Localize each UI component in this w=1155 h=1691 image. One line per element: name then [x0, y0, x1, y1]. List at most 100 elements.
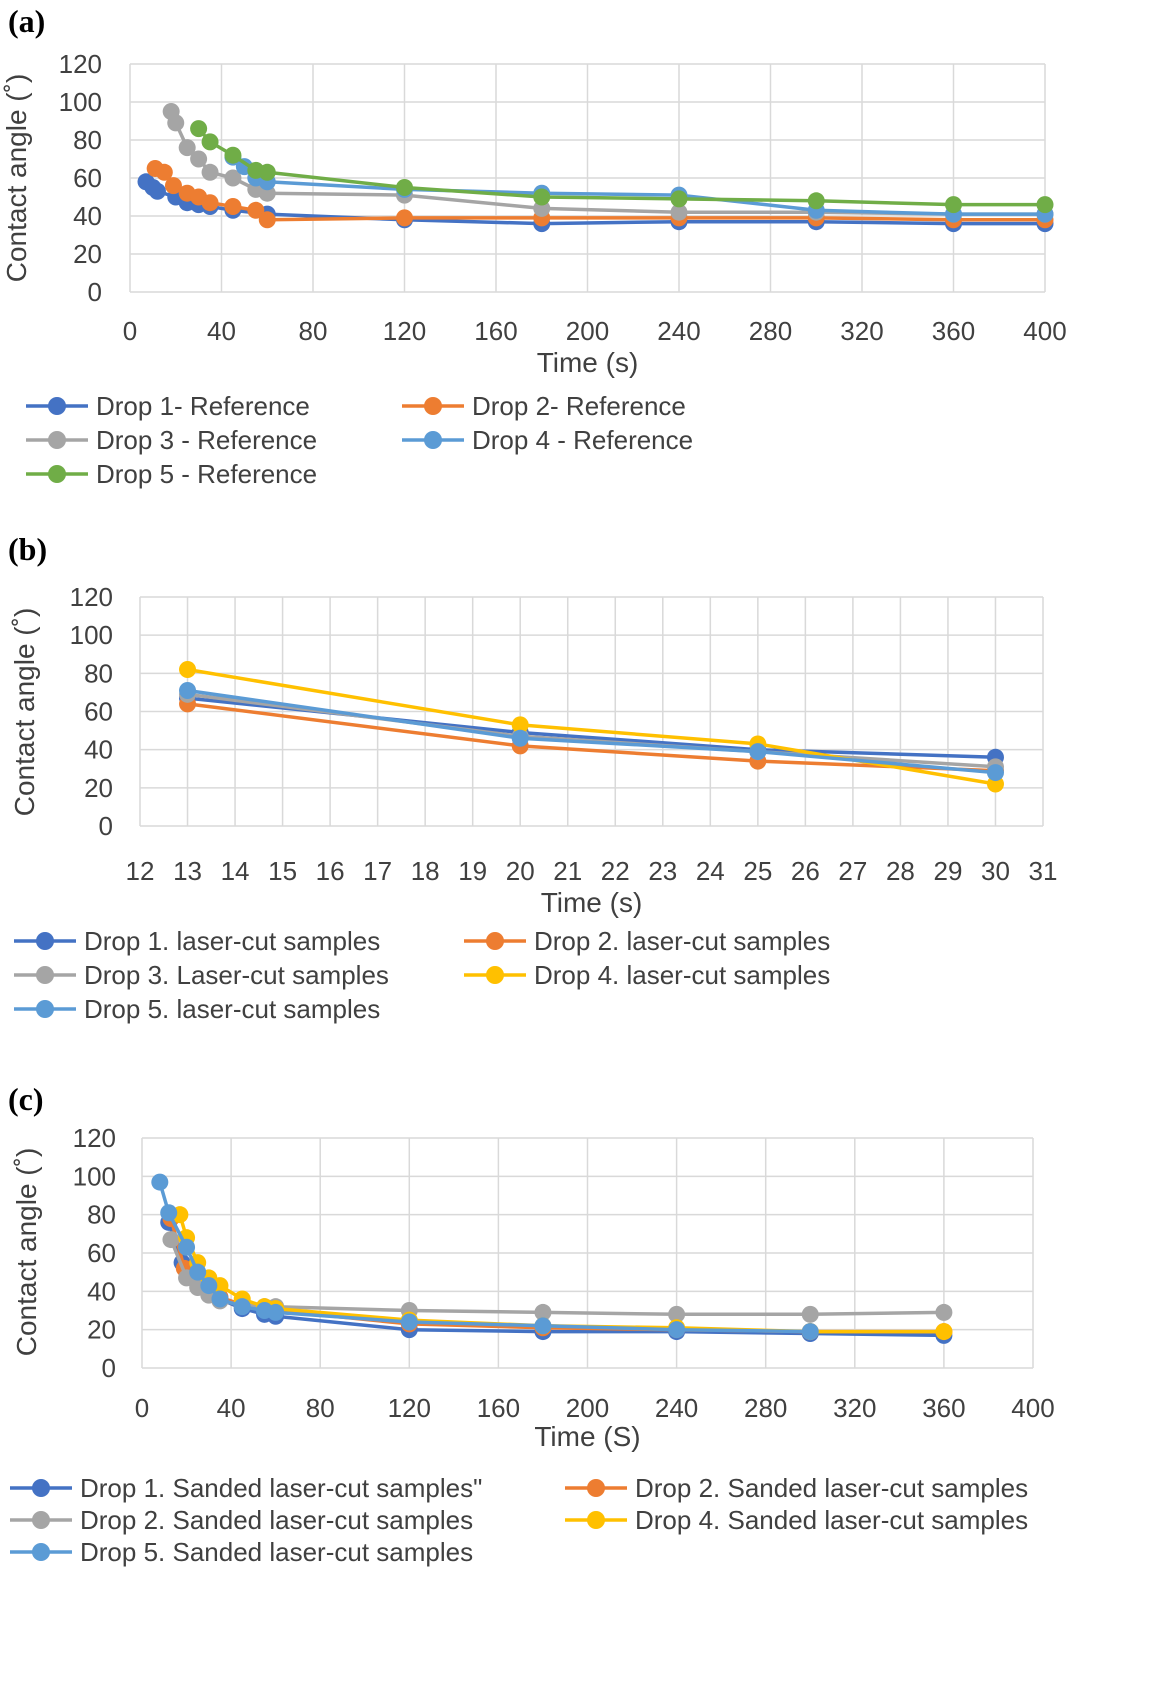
data-point [190, 120, 208, 138]
data-point [267, 1303, 285, 1321]
series-line [187, 667, 996, 786]
panel-label: (a) [8, 3, 45, 39]
series-line [187, 688, 996, 775]
legend-label: Drop 4. laser-cut samples [534, 960, 830, 990]
series-5 [151, 1173, 819, 1341]
data-point [801, 1305, 819, 1323]
data-point [986, 764, 1004, 782]
legend-label: Drop 3. Laser-cut samples [84, 960, 389, 990]
data-point [201, 194, 219, 212]
data-point [396, 209, 413, 227]
data-point [224, 146, 242, 164]
data-point [258, 163, 276, 181]
x-tick-label: 30 [981, 856, 1010, 886]
x-tick-label: 15 [268, 856, 297, 886]
legend-marker [48, 397, 66, 415]
legend-entry: Drop 5 - Reference [26, 459, 317, 489]
data-point [233, 1298, 251, 1316]
legend-entry: Drop 2. laser-cut samples [464, 926, 830, 956]
legend-label: Drop 2. Sanded laser-cut samples [80, 1505, 473, 1535]
panel-label: (b) [8, 531, 47, 567]
x-tick-label: 80 [299, 316, 328, 346]
legend-entry: Drop 4. Sanded laser-cut samples [565, 1505, 1028, 1535]
y-tick-label: 20 [73, 239, 102, 269]
legend-marker [587, 1511, 605, 1529]
legend-marker [587, 1479, 605, 1497]
x-tick-label: 20 [506, 856, 535, 886]
x-tick-label: 40 [217, 1393, 246, 1423]
data-point [935, 1323, 953, 1341]
x-tick-label: 120 [388, 1393, 431, 1423]
data-point [1036, 196, 1054, 214]
x-tick-label: 280 [744, 1393, 787, 1423]
legend-label: Drop 4. Sanded laser-cut samples [635, 1505, 1028, 1535]
data-point [511, 729, 529, 747]
x-tick-label: 120 [383, 316, 426, 346]
legend-marker [36, 966, 54, 984]
legend-label: Drop 1. Sanded laser-cut samples" [80, 1473, 482, 1503]
data-point [670, 190, 688, 208]
x-tick-label: 400 [1011, 1393, 1054, 1423]
data-point [258, 211, 276, 229]
data-point [668, 1321, 686, 1339]
x-tick-label: 280 [749, 316, 792, 346]
data-point [935, 1303, 953, 1321]
legend-entry: Drop 2. Sanded laser-cut samples [565, 1473, 1028, 1503]
x-tick-label: 24 [696, 856, 725, 886]
series-4 [179, 661, 1004, 793]
data-point [160, 1204, 178, 1222]
x-tick-label: 17 [363, 856, 392, 886]
y-tick-label: 40 [84, 735, 113, 765]
y-tick-label: 0 [102, 1353, 116, 1383]
data-point [200, 1277, 218, 1295]
data-point [179, 661, 197, 679]
series-line [167, 1221, 944, 1338]
data-point [211, 1290, 229, 1308]
series-4 [171, 1206, 953, 1341]
series-5 [179, 682, 1004, 782]
data-point [155, 163, 173, 181]
legend-marker [424, 431, 442, 449]
panel-b: (b) 0 20 40 60 80 100 120 12 13 14 15 16 17 18 19 20 21 22… [8, 531, 1057, 1024]
x-tick-label: 40 [207, 316, 236, 346]
legend-label: Drop 2- Reference [472, 391, 686, 421]
y-tick-label: 80 [87, 1200, 116, 1230]
legend-entry: Drop 3. Laser-cut samples [14, 960, 389, 990]
data-point [670, 203, 688, 221]
legend-label: Drop 5. laser-cut samples [84, 994, 380, 1024]
x-tick-label: 26 [791, 856, 820, 886]
y-tick-label: 80 [73, 125, 102, 155]
panel-a: (a) 0 20 40 60 80 100 120 0 40 80 120 160 200 240 280 32… [1, 3, 1067, 489]
data-point [247, 201, 265, 219]
x-tick-label: 27 [838, 856, 867, 886]
legend-entry: Drop 3 - Reference [26, 425, 317, 455]
x-tick-label: 200 [566, 316, 609, 346]
series-5 [190, 120, 1054, 214]
data-point [534, 1317, 552, 1335]
legend-marker [32, 1479, 50, 1497]
legend-label: Drop 5. Sanded laser-cut samples [80, 1537, 473, 1567]
x-tick-label: 14 [221, 856, 250, 886]
data-point [148, 182, 166, 200]
legend-entry: Drop 1. Sanded laser-cut samples" [10, 1473, 482, 1503]
data-point [201, 163, 219, 181]
x-tick-label: 18 [411, 856, 440, 886]
data-point [400, 1313, 418, 1331]
legend-marker [486, 932, 504, 950]
legend-entry: Drop 4. laser-cut samples [464, 960, 830, 990]
x-tick-label: 28 [886, 856, 915, 886]
data-point [807, 192, 825, 210]
y-axis-title: Contact angle (˚) [9, 608, 40, 817]
x-tick-label: 25 [743, 856, 772, 886]
data-point [201, 133, 219, 151]
legend-marker [32, 1543, 50, 1561]
data-point [151, 1173, 169, 1191]
data-point [511, 716, 529, 734]
y-tick-label: 40 [87, 1276, 116, 1306]
y-tick-label: 120 [73, 1123, 116, 1153]
y-axis-title: Contact angle (˚) [11, 1148, 42, 1357]
x-tick-label: 21 [553, 856, 582, 886]
data-point [945, 196, 962, 214]
y-tick-label: 120 [59, 49, 102, 79]
